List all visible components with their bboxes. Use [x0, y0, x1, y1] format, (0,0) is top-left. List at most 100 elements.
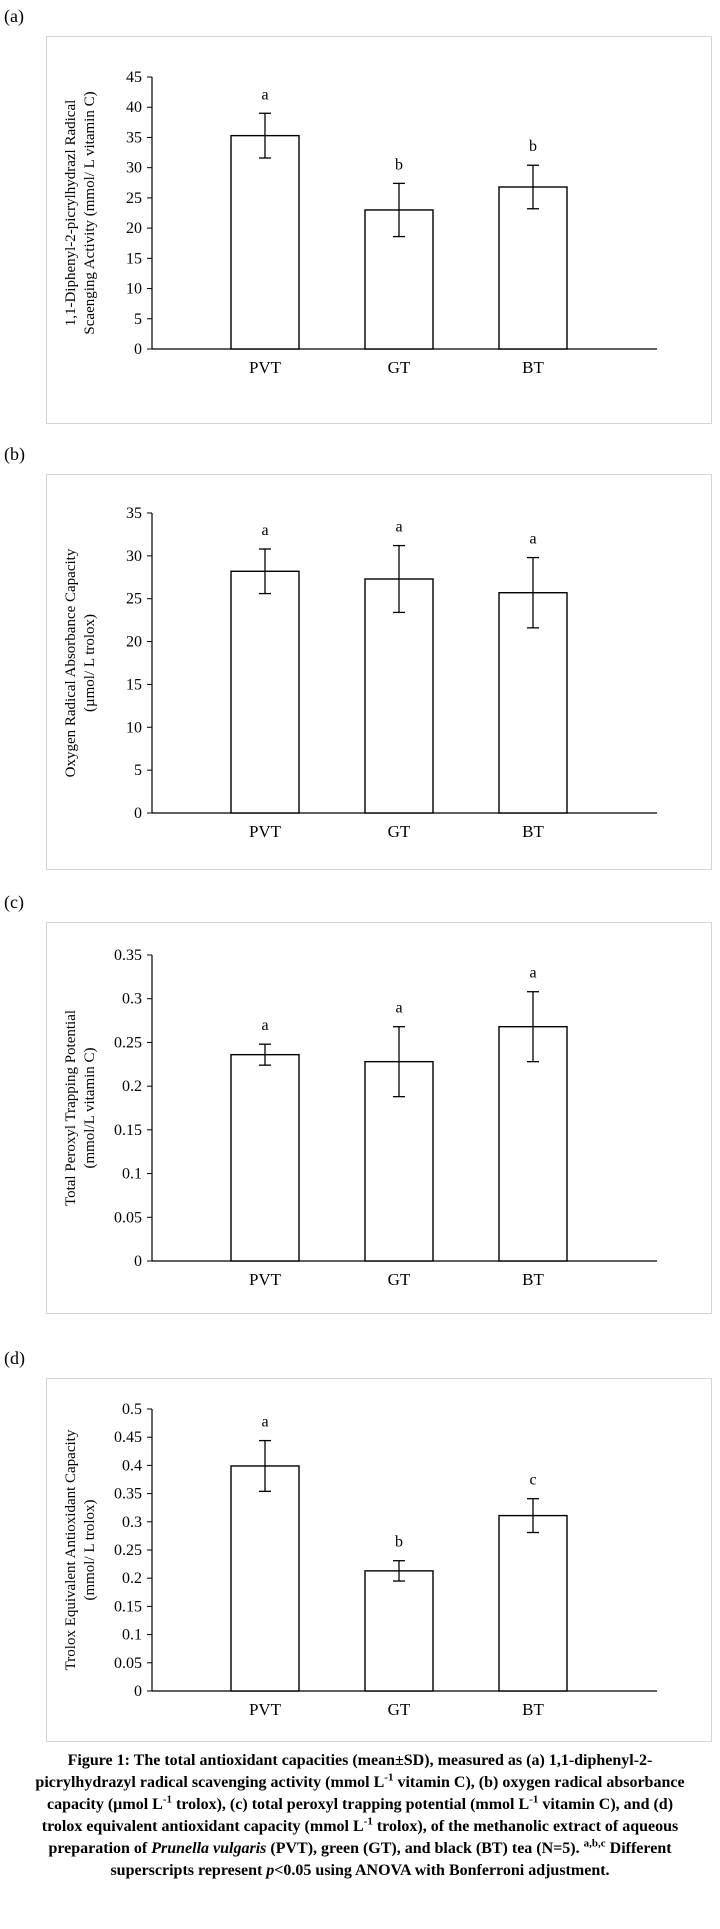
caption-sup: -1: [363, 1815, 373, 1828]
x-tick-label: PVT: [249, 1700, 282, 1719]
significance-letter: a: [529, 531, 536, 548]
x-tick-label: GT: [388, 822, 411, 841]
y-axis-label: 1,1-Diphenyl-2-picrylhydrazl Radical Scae…: [63, 91, 98, 334]
y-axis-label-line: (mmol/L vitamin C): [82, 1047, 98, 1168]
chart-frame-a: 0 5 10 15 20 25 30 35 40 45 1,1-Diphenyl-2-picrylh…: [46, 36, 712, 424]
y-tick-label: 0.05: [114, 1209, 142, 1226]
x-tick-label: BT: [522, 822, 544, 841]
y-tick-label: 0.05: [114, 1655, 142, 1672]
bar-chart-d: 0 0.05 0.1 0.15 0.2 0.25 0.3 0.35 0.4 0.45 0.5 Trol…: [63, 1401, 657, 1719]
x-tick-label: PVT: [249, 822, 282, 841]
chart-frame-c: 0 0.05 0.1 0.15 0.2 0.25 0.3 0.35 Total Peroxyl …: [46, 922, 712, 1314]
x-tick-label: BT: [522, 358, 544, 377]
caption-text: vitamin C), and (d) trolox equivalent an…: [41, 1796, 674, 1835]
chart-frame-b: 0 5 10 15 20 25 30 35 Oxygen Radical Absorbance …: [46, 474, 712, 870]
y-tick-label: 15: [126, 250, 142, 267]
caption-sup: -1: [162, 1793, 173, 1806]
y-tick-label: 0.45: [114, 1429, 142, 1446]
y-tick-label: 25: [126, 190, 142, 207]
y-tick-label: 0.3: [122, 1514, 142, 1531]
y-tick-label: 20: [126, 634, 142, 651]
y-tick-label: 0.15: [114, 1598, 142, 1615]
y-tick-label: 35: [126, 129, 142, 146]
y-tick-label: 35: [126, 505, 142, 522]
y-tick-label: 0.2: [122, 1078, 142, 1095]
significance-letter: a: [261, 522, 268, 539]
y-tick-label: 0: [134, 1683, 142, 1700]
bar-pvt: [230, 1465, 300, 1692]
panel-label-c: (c): [4, 892, 24, 912]
caption-sup: -1: [529, 1793, 539, 1806]
y-tick-label: 0.4: [122, 1457, 142, 1474]
bar-pvt: [230, 1053, 300, 1262]
x-tick-label: BT: [522, 1700, 544, 1719]
y-tick-label: 15: [126, 676, 142, 693]
y-tick-label: 10: [126, 281, 142, 298]
caption-sup: -1: [384, 1771, 394, 1784]
x-tick-label: PVT: [249, 358, 282, 377]
bar-bt: [498, 1025, 568, 1262]
bar-pvt: [230, 570, 300, 814]
y-axis-label-line: Trolox Equivalent Antioxidant Capacity: [63, 1429, 79, 1670]
y-axis-label-line: (mmol/ L trolox): [82, 1499, 98, 1600]
caption-text: Different superscripts represent: [110, 1840, 672, 1879]
caption-text: <0.05 using ANOVA with Bonferroni adjust…: [274, 1862, 610, 1879]
y-tick-label: 20: [126, 220, 142, 237]
significance-letter: a: [261, 1414, 268, 1431]
panel-label-a: (a): [4, 6, 24, 26]
panel-label-d: (d): [4, 1348, 25, 1368]
y-axis-label: Oxygen Radical Absorbance Capacity (µmol/…: [63, 548, 98, 777]
y-tick-label: 0.1: [122, 1627, 142, 1644]
x-tick-label: GT: [388, 358, 411, 377]
y-axis-label-line: 1,1-Diphenyl-2-picrylhydrazl Radical: [63, 100, 79, 327]
caption-text: vitamin C), (b) oxygen radical absorbanc…: [46, 1774, 685, 1813]
y-axis-label: Total Peroxyl Trapping Potential (mmol/L …: [63, 1010, 98, 1206]
bar-chart-a: 0 5 10 15 20 25 30 35 40 45 1,1-Diphenyl-2-picrylh…: [63, 69, 657, 377]
caption-text: (PVT), green (GT), and black (BT) tea (N…: [266, 1840, 584, 1857]
chart-frame-d: 0 0.05 0.1 0.15 0.2 0.25 0.3 0.35 0.4 0.45 0.5 Trol…: [46, 1378, 712, 1742]
y-axis-label-line: Scaenging Activity (mmol/ L vitamin C): [82, 91, 98, 334]
y-tick-label: 0.25: [114, 1542, 142, 1559]
x-tick-label: PVT: [249, 1270, 282, 1289]
caption-text: trolox), (c) total peroxyl trapping pote…: [172, 1796, 530, 1813]
y-tick-label: 30: [126, 160, 142, 177]
bar-bt: [498, 186, 568, 350]
significance-letter: b: [395, 1534, 403, 1551]
y-tick-label: 45: [126, 69, 142, 86]
significance-letter: a: [261, 86, 268, 103]
y-tick-label: 0.25: [114, 1034, 142, 1051]
significance-letter: c: [529, 1472, 536, 1489]
significance-letter: a: [529, 965, 536, 982]
y-tick-label: 10: [126, 719, 142, 736]
y-tick-label: 0.15: [114, 1122, 142, 1139]
y-tick-label: 0.35: [114, 1486, 142, 1503]
y-tick-label: 25: [126, 591, 142, 608]
y-tick-label: 40: [126, 99, 142, 116]
significance-letter: b: [395, 156, 403, 173]
significance-letter: a: [395, 1000, 402, 1017]
caption-species: Prunella vulgaris: [151, 1840, 267, 1857]
figure-caption: Figure 1: The total antioxidant capaciti…: [26, 1750, 694, 1882]
significance-letter: a: [261, 1017, 268, 1034]
caption-p-symbol: p: [266, 1862, 275, 1879]
y-axis-label-line: Oxygen Radical Absorbance Capacity: [63, 548, 79, 777]
caption-sup: a,b,c: [583, 1837, 606, 1850]
y-axis-label: Trolox Equivalent Antioxidant Capacity (m…: [63, 1429, 98, 1670]
y-tick-label: 0.2: [122, 1570, 142, 1587]
x-tick-label: BT: [522, 1270, 544, 1289]
bar-gt: [364, 1570, 434, 1692]
bar-bt: [498, 1514, 568, 1692]
caption-text: trolox), of the methanolic extract of aq…: [48, 1818, 679, 1857]
x-tick-label: GT: [388, 1270, 411, 1289]
y-tick-label: 0: [134, 341, 142, 358]
bar-pvt: [230, 134, 300, 350]
bar-chart-b: 0 5 10 15 20 25 30 35 Oxygen Radical Absorbance …: [63, 505, 657, 841]
bar-chart-c: 0 0.05 0.1 0.15 0.2 0.25 0.3 0.35 Total Peroxyl …: [63, 947, 657, 1289]
y-tick-label: 30: [126, 548, 142, 565]
y-tick-label: 0: [134, 805, 142, 822]
panel-label-b: (b): [4, 444, 25, 464]
y-tick-label: 5: [134, 762, 142, 779]
y-tick-label: 0.3: [122, 991, 142, 1008]
y-tick-label: 0.35: [114, 947, 142, 964]
y-tick-label: 0.1: [122, 1166, 142, 1183]
